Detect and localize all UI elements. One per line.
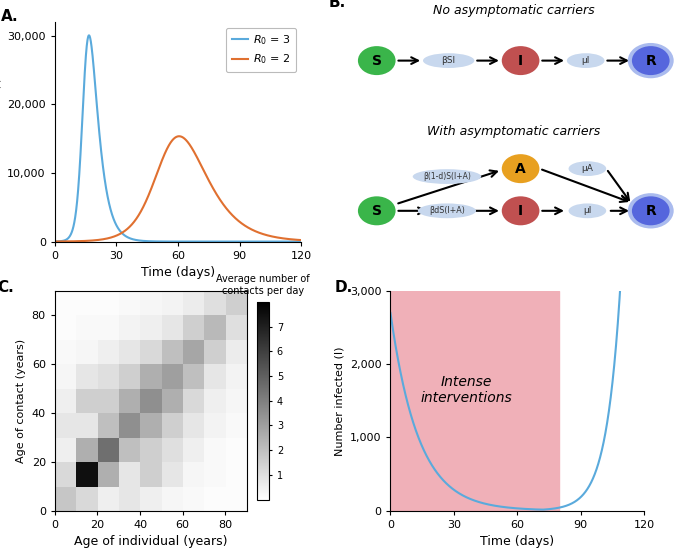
Text: D.: D. [335, 280, 353, 295]
$R_0$ = 3 [164, 238, 173, 245]
Circle shape [501, 197, 540, 225]
Y-axis label: Number infected (I): Number infected (I) [0, 77, 1, 187]
Text: A: A [515, 161, 526, 176]
$R_0$ = 3 [85, 32, 93, 38]
$R_0$ = 2 [290, 236, 299, 243]
Y-axis label: Number infected (I): Number infected (I) [334, 346, 345, 456]
Circle shape [501, 154, 540, 183]
$R_0$ = 2 [297, 237, 306, 243]
Bar [390, 291, 560, 511]
Circle shape [627, 43, 673, 79]
Text: βdS(I+A): βdS(I+A) [429, 206, 465, 215]
$R_0$ = 2 [171, 135, 179, 141]
Circle shape [632, 46, 669, 75]
Text: B.: B. [329, 0, 346, 10]
$R_0$ = 3 [290, 238, 299, 245]
Circle shape [627, 193, 673, 228]
Text: μI: μI [583, 206, 592, 215]
$R_0$ = 3 [51, 238, 59, 245]
Circle shape [632, 197, 669, 225]
Ellipse shape [569, 204, 606, 218]
Line: $R_0$ = 3: $R_0$ = 3 [55, 35, 301, 242]
$R_0$ = 3 [171, 238, 179, 245]
$R_0$ = 2 [51, 238, 59, 245]
Text: β(1-d)S(I+A): β(1-d)S(I+A) [423, 172, 471, 181]
Circle shape [358, 46, 395, 75]
Text: R: R [645, 204, 656, 218]
Text: I: I [518, 54, 523, 68]
Ellipse shape [569, 161, 606, 176]
$R_0$ = 3 [63, 236, 71, 242]
Y-axis label: Age of contact (years): Age of contact (years) [16, 339, 26, 463]
$R_0$ = 3 [297, 238, 306, 245]
Text: A.: A. [1, 9, 18, 24]
Text: With asymptomatic carriers: With asymptomatic carriers [427, 125, 600, 138]
$R_0$ = 2 [164, 143, 173, 150]
Circle shape [501, 46, 540, 75]
X-axis label: Time (days): Time (days) [480, 535, 554, 548]
$R_0$ = 3 [290, 238, 299, 245]
$R_0$ = 3 [245, 238, 253, 245]
Circle shape [358, 197, 395, 225]
Ellipse shape [566, 53, 604, 68]
Ellipse shape [418, 204, 476, 218]
$R_0$ = 2 [175, 133, 183, 139]
Text: No asymptomatic carriers: No asymptomatic carriers [433, 4, 595, 17]
Ellipse shape [423, 53, 474, 68]
$R_0$ = 2 [290, 236, 299, 243]
Text: S: S [372, 54, 382, 68]
Ellipse shape [412, 169, 481, 184]
Line: $R_0$ = 2: $R_0$ = 2 [55, 136, 301, 242]
X-axis label: Age of individual (years): Age of individual (years) [74, 535, 227, 548]
Text: R: R [645, 54, 656, 68]
$R_0$ = 2 [63, 238, 71, 245]
Text: C.: C. [0, 280, 14, 295]
Text: βSI: βSI [442, 56, 456, 65]
Text: Intense
interventions: Intense interventions [421, 374, 512, 405]
$R_0$ = 2 [245, 225, 253, 232]
X-axis label: Time (days): Time (days) [141, 266, 215, 279]
Text: μI: μI [582, 56, 590, 65]
Text: I: I [518, 204, 523, 218]
Text: Average number of
contacts per day: Average number of contacts per day [216, 274, 310, 296]
Legend: $R_0$ = 3, $R_0$ = 2: $R_0$ = 3, $R_0$ = 2 [226, 27, 296, 72]
Text: μA: μA [582, 164, 593, 173]
Text: S: S [372, 204, 382, 218]
